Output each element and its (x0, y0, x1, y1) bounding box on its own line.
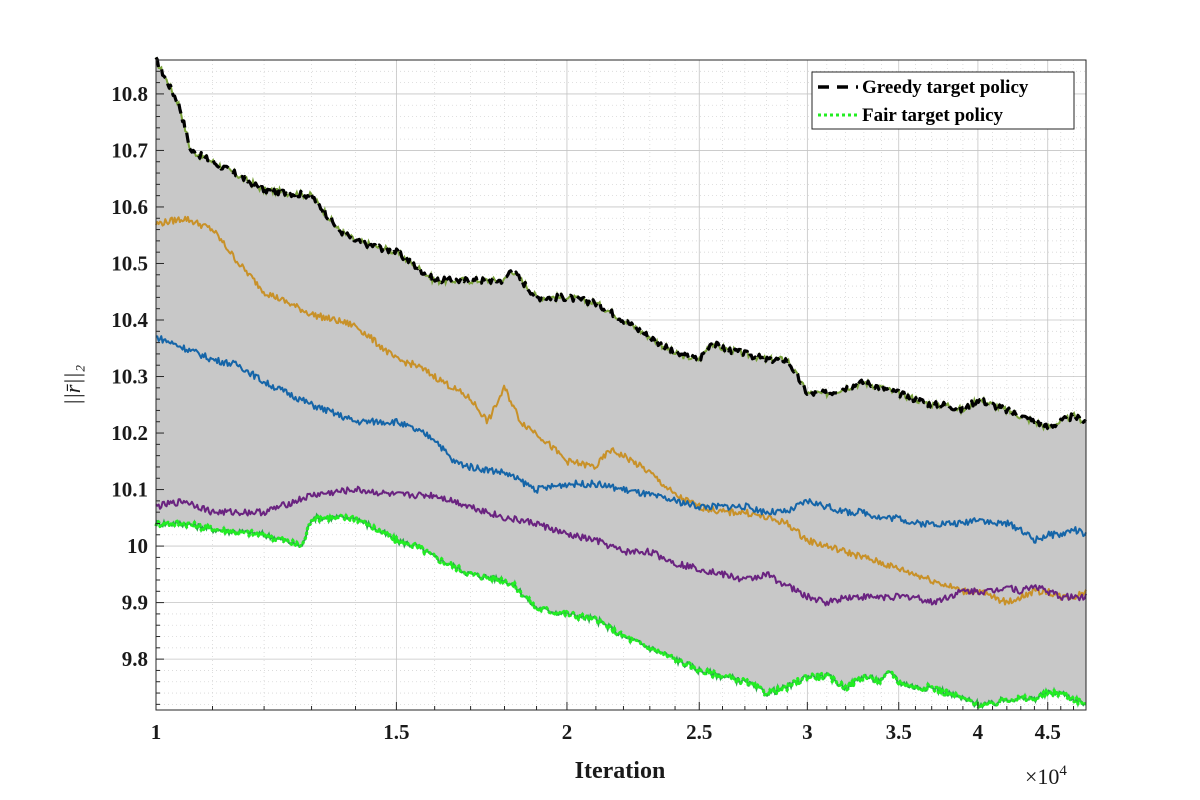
y-axis-label: ||r̄||₂ (60, 364, 85, 405)
shaded-band (156, 57, 1086, 708)
x-tick-label: 3 (802, 720, 813, 744)
series-line-0 (154, 56, 1088, 431)
tick-marks (155, 59, 1075, 710)
y-tick-label: 9.9 (122, 591, 148, 615)
series-line-3 (155, 335, 1087, 544)
y-tick-label: 10.7 (111, 138, 148, 162)
x-axis-label: Iteration (575, 758, 666, 784)
x-tick-label: 1 (151, 720, 162, 744)
x-tick-label: 2 (562, 720, 573, 744)
x-tick-label: 2.5 (686, 720, 712, 744)
y-tick-labels: 9.8 9.9 10 10.1 10.2 10.3 10.4 10.5 10.6 10.7 10.8 (111, 82, 148, 671)
y-tick-label: 10.3 (111, 365, 148, 389)
x-tick-label: 4.5 (1035, 720, 1061, 744)
series-line-1 (154, 513, 1087, 709)
x-axis-multiplier: ×104 (1025, 763, 1067, 789)
x-tick-label: 4 (973, 720, 984, 744)
shaded-band-layer (156, 57, 1086, 708)
x-multiplier-base: ×10 (1025, 764, 1059, 789)
x-tick-label: 3.5 (886, 720, 912, 744)
legend-label-greedy: Greedy target policy (862, 77, 1029, 98)
x-tick-labels: 1 1.5 2 2.5 3 3.5 4 4.5 (151, 720, 1061, 744)
y-tick-label: 10.4 (111, 308, 148, 332)
y-tick-label: 10.6 (111, 195, 148, 219)
legend-box (811, 71, 1075, 130)
x-tick-label: 1.5 (383, 720, 409, 744)
y-tick-label: 10.2 (111, 421, 148, 445)
y-tick-label: 10.8 (111, 82, 148, 106)
legend: Greedy target policy Fair target policy (811, 71, 1075, 130)
y-tick-label: 10 (127, 534, 148, 558)
series-layer (154, 56, 1088, 710)
legend-label-fair: Fair target policy (862, 105, 1004, 126)
series-line-4 (155, 485, 1087, 607)
series-line-2 (155, 215, 1087, 606)
x-multiplier-exponent: 4 (1059, 763, 1067, 779)
y-tick-label: 10.1 (111, 478, 148, 502)
plot-area-border (155, 59, 1087, 711)
y-tick-label: 9.8 (122, 647, 148, 671)
y-tick-label: 10.5 (111, 251, 148, 275)
